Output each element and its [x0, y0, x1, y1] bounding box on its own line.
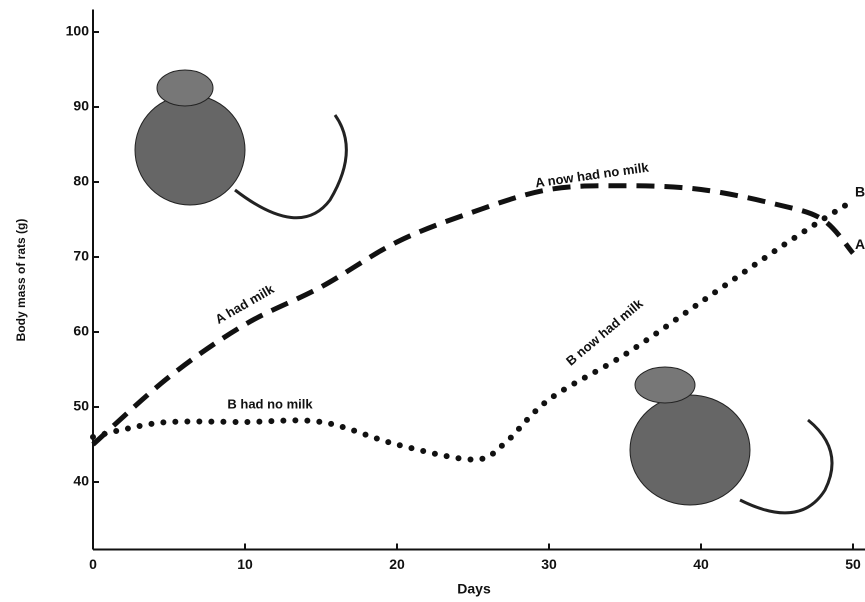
y-axis-label: Body mass of rats (g): [14, 219, 28, 342]
x-tick-label: 50: [845, 556, 861, 572]
x-tick-label: 20: [389, 556, 405, 572]
x-tick-label: 40: [693, 556, 709, 572]
y-tick-label: 60: [73, 323, 89, 339]
series-label: B: [855, 183, 865, 199]
series-line: [93, 186, 853, 445]
y-tick-label: 90: [73, 98, 89, 114]
y-tick-label: 100: [66, 23, 90, 39]
y-tick-label: 80: [73, 173, 89, 189]
annotation: A had milk: [212, 281, 277, 327]
y-tick-label: 50: [73, 398, 89, 414]
y-tick-label: 40: [73, 473, 89, 489]
x-tick-label: 0: [89, 556, 97, 572]
y-tick-label: 70: [73, 248, 89, 264]
series-label: A: [855, 236, 865, 252]
rat-illustration: [630, 367, 832, 513]
x-tick-label: 10: [237, 556, 253, 572]
chart: Days Body mass of rats (g) 40 50 60 70 80 90 1…: [0, 0, 865, 602]
rat-illustration: [135, 70, 346, 218]
x-tick-label: 30: [541, 556, 557, 572]
annotation: B had no milk: [227, 396, 313, 411]
annotation: B now had milk: [563, 295, 646, 368]
x-axis-label: Days: [457, 581, 491, 597]
